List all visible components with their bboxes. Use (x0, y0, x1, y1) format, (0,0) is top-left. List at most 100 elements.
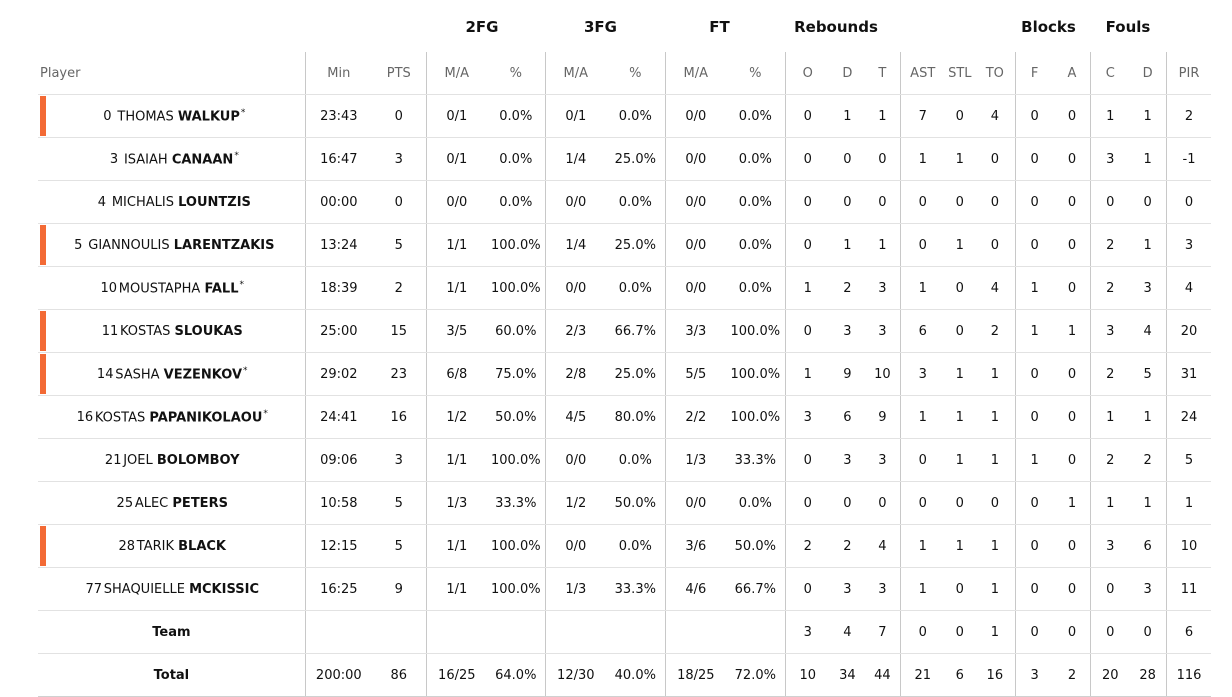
player-first-name[interactable]: MICHALIS (111, 194, 174, 210)
player-first-name[interactable]: JOEL (123, 452, 153, 468)
player-number: 5 (74, 237, 83, 253)
stat-pts: 3 (371, 137, 427, 181)
player-cell[interactable]: 4 MICHALIS LOUNTZIS (38, 180, 306, 224)
stat-foul-d: 28 (1129, 653, 1167, 697)
player-first-name[interactable]: TARIK (136, 538, 174, 554)
stat-3fg-pct: 33.3% (605, 567, 666, 611)
col-ft-pct[interactable]: % (725, 52, 786, 95)
stat-foul-c: 3 (1090, 137, 1130, 181)
stat-2fg-ma: 6/8 (425, 352, 487, 396)
stat-blk-a: 1 (1053, 309, 1091, 353)
player-last-name[interactable]: PETERS (172, 495, 228, 511)
player-cell[interactable]: 3 ISAIAH CANAAN* (38, 137, 306, 181)
stat-ft-ma: 1/3 (664, 438, 726, 482)
col-to[interactable]: TO (974, 52, 1016, 95)
col-player[interactable]: Player (38, 52, 306, 95)
stat-3fg-ma: 4/5 (544, 395, 606, 439)
player-last-name[interactable]: BLACK (178, 538, 226, 554)
stat-3fg-pct: 80.0% (605, 395, 666, 439)
stat-stl: 6 (944, 653, 975, 697)
stat-ft-ma: 0/0 (664, 180, 726, 224)
player-cell[interactable]: 14 SASHA VEZENKOV* (38, 352, 306, 396)
col-blk-f[interactable]: F (1014, 52, 1054, 95)
player-cell[interactable]: 16 KOSTAS PAPANIKOLAOU* (38, 395, 306, 439)
col-min[interactable]: Min (304, 52, 372, 95)
col-reb-o[interactable]: O (784, 52, 830, 95)
stat-foul-c: 2 (1090, 223, 1130, 267)
stat-2fg-ma: 0/0 (425, 180, 487, 224)
col-pir[interactable]: PIR (1166, 52, 1211, 95)
player-first-name[interactable]: ALEC (134, 495, 169, 511)
stat-pts: 0 (371, 94, 427, 138)
starter-marker: * (240, 107, 246, 118)
stat-blk-f: 0 (1014, 94, 1054, 138)
stat-reb-t: 3 (864, 266, 901, 310)
player-last-name[interactable]: PAPANIKOLAOU (149, 410, 263, 426)
col-reb-d[interactable]: D (829, 52, 865, 95)
player-last-name[interactable]: LARENTZAKIS (173, 237, 275, 253)
player-last-name[interactable]: FALL (204, 281, 239, 297)
player-last-name[interactable]: VEZENKOV (163, 367, 243, 383)
col-foul-c[interactable]: C (1090, 52, 1130, 95)
stat-reb-o: 0 (784, 180, 830, 224)
player-first-name[interactable]: THOMAS (117, 109, 174, 125)
player-number: 28 (118, 538, 136, 554)
highlight-bar (40, 354, 46, 394)
player-cell[interactable]: 77 SHAQUIELLE MCKISSIC (38, 567, 306, 611)
col-3fg-ma[interactable]: M/A (544, 52, 606, 95)
stat-foul-d: 2 (1129, 438, 1167, 482)
stat-min: 18:39 (304, 266, 372, 310)
player-cell[interactable]: 28 TARIK BLACK (38, 524, 306, 568)
player-cell[interactable]: 5 GIANNOULIS LARENTZAKIS (38, 223, 306, 267)
player-cell[interactable]: 11 KOSTAS SLOUKAS (38, 309, 306, 353)
stat-3fg-ma: 0/0 (544, 524, 606, 568)
col-2fg-ma[interactable]: M/A (425, 52, 487, 95)
player-last-name[interactable]: WALKUP (177, 109, 240, 125)
col-3fg-pct[interactable]: % (605, 52, 666, 95)
stat-2fg-ma: 0/1 (425, 137, 487, 181)
stat-min: 25:00 (304, 309, 372, 353)
col-ast[interactable]: AST (899, 52, 945, 95)
col-ft-ma[interactable]: M/A (664, 52, 726, 95)
stat-ft-pct: 0.0% (725, 481, 786, 525)
stat-reb-o: 3 (784, 395, 830, 439)
col-foul-d[interactable]: D (1129, 52, 1167, 95)
player-last-name[interactable]: SLOUKAS (174, 323, 243, 339)
col-reb-t[interactable]: T (864, 52, 901, 95)
player-first-name[interactable]: KOSTAS (94, 410, 146, 426)
stat-foul-d: 5 (1129, 352, 1167, 396)
col-stl[interactable]: STL (944, 52, 975, 95)
stat-reb-o: 1 (784, 352, 830, 396)
player-first-name[interactable]: KOSTAS (119, 323, 171, 339)
stat-min: 24:41 (304, 395, 372, 439)
stat-to: 2 (974, 309, 1016, 353)
player-last-name[interactable]: CANAAN (171, 152, 234, 168)
player-last-name[interactable]: LOUNTZIS (178, 194, 251, 210)
col-blk-a[interactable]: A (1053, 52, 1091, 95)
stat-ft-pct: 66.7% (725, 567, 786, 611)
player-cell[interactable]: 21 JOEL BOLOMBOY (38, 438, 306, 482)
player-first-name[interactable]: GIANNOULIS (88, 237, 170, 253)
stat-pir: 11 (1166, 567, 1211, 611)
stat-foul-d: 1 (1129, 137, 1167, 181)
stat-ast: 0 (899, 438, 945, 482)
stat-ast: 0 (899, 481, 945, 525)
player-last-name[interactable]: MCKISSIC (189, 581, 259, 597)
player-last-name[interactable]: BOLOMBOY (156, 452, 240, 468)
player-cell[interactable]: 10 MOUSTAPHA FALL* (38, 266, 306, 310)
stat-foul-c: 0 (1090, 180, 1130, 224)
player-first-name[interactable]: SHAQUIELLE (103, 581, 185, 597)
player-cell[interactable]: 0 THOMAS WALKUP* (38, 94, 306, 138)
player-number: 77 (85, 581, 103, 597)
col-pts[interactable]: PTS (371, 52, 427, 95)
stat-min (304, 610, 372, 654)
stat-foul-c: 0 (1090, 610, 1130, 654)
stat-pts: 86 (371, 653, 427, 697)
stat-reb-d: 0 (829, 137, 865, 181)
player-first-name[interactable]: ISAIAH (123, 152, 168, 168)
player-first-name[interactable]: MOUSTAPHA (118, 281, 201, 297)
col-2fg-pct[interactable]: % (486, 52, 546, 95)
player-cell[interactable]: 25 ALEC PETERS (38, 481, 306, 525)
player-first-name[interactable]: SASHA (115, 367, 160, 383)
stat-stl: 0 (944, 567, 975, 611)
